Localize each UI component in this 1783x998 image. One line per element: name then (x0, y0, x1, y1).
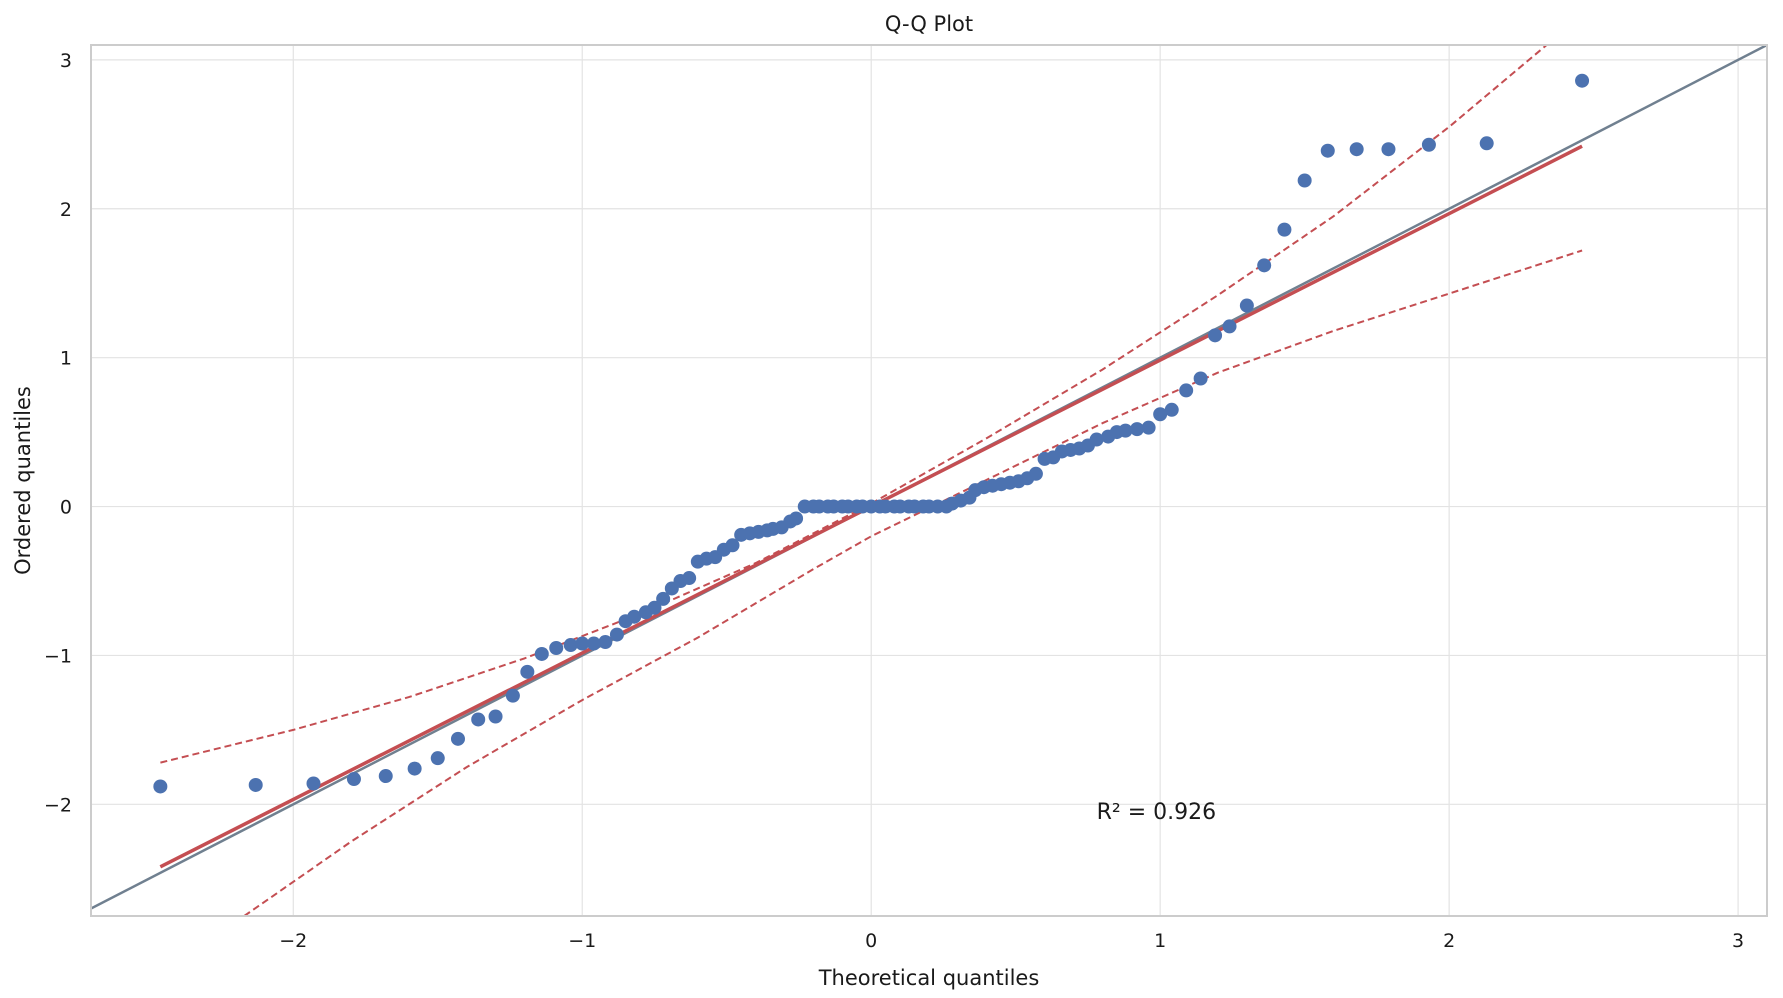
plot-frame (90, 44, 1768, 917)
y-tick-label: 0 (60, 497, 72, 519)
data-point (586, 636, 601, 651)
data-point (488, 709, 503, 724)
r-squared-annotation: R² = 0.926 (1097, 800, 1217, 825)
data-point (306, 776, 321, 791)
data-point (1239, 298, 1254, 313)
data-point (1118, 423, 1133, 438)
data-point (534, 646, 549, 661)
confidence-band-upper (160, 45, 1549, 764)
data-point (1421, 137, 1436, 152)
x-axis-ticks: −2 −1 0 1 2 3 (279, 930, 1744, 952)
x-tick-label: 3 (1732, 930, 1744, 952)
data-point (378, 769, 393, 784)
data-point (1164, 402, 1179, 417)
y-tick-label: 3 (60, 50, 72, 72)
y-tick-label: 1 (60, 348, 72, 370)
data-point (1277, 222, 1292, 237)
data-point (1193, 371, 1208, 386)
x-tick-label: −1 (568, 930, 596, 952)
data-point (1153, 407, 1168, 422)
data-point (609, 627, 624, 642)
data-point (725, 538, 740, 553)
x-tick-label: 0 (865, 930, 877, 952)
data-point (1575, 73, 1590, 88)
y-tick-label: 2 (60, 199, 72, 221)
data-point (563, 638, 578, 653)
data-point (520, 664, 535, 679)
data-point (430, 751, 445, 766)
data-point (1028, 466, 1043, 481)
y-tick-label: −1 (44, 645, 72, 667)
data-point (1349, 142, 1364, 157)
data-point (1141, 420, 1156, 435)
chart-title: Q-Q Plot (885, 12, 973, 36)
data-point (789, 511, 804, 526)
confidence-band-lower (243, 249, 1583, 916)
data-point (1222, 319, 1237, 334)
data-point (647, 600, 662, 615)
data-point (575, 636, 590, 651)
data-point (346, 772, 361, 787)
data-point (656, 591, 671, 606)
data-point (1297, 173, 1312, 188)
data-point (1381, 142, 1396, 157)
data-point (682, 571, 697, 586)
data-point (1479, 136, 1494, 151)
data-point (1130, 422, 1145, 437)
x-axis-label: Theoretical quantiles (818, 966, 1040, 990)
data-point (1257, 258, 1272, 273)
data-point (248, 777, 263, 792)
x-tick-label: −2 (279, 930, 307, 952)
data-point (471, 712, 486, 727)
x-tick-label: 2 (1443, 930, 1455, 952)
data-point (450, 731, 465, 746)
data-point (1089, 432, 1104, 447)
data-point (1179, 383, 1194, 398)
y-tick-label: −2 (44, 794, 72, 816)
data-point (1320, 143, 1335, 158)
y-axis-label: Ordered quantiles (11, 386, 35, 575)
data-points (153, 73, 1590, 794)
data-point (153, 779, 168, 794)
data-point (407, 761, 422, 776)
data-point (598, 635, 613, 650)
data-point (505, 688, 520, 703)
confidence-band (160, 45, 1583, 916)
data-point (627, 609, 642, 624)
y-axis-ticks: −2 −1 0 1 2 3 (44, 50, 72, 816)
data-point (1208, 328, 1223, 343)
data-point (549, 641, 564, 655)
x-tick-label: 1 (1154, 930, 1166, 952)
